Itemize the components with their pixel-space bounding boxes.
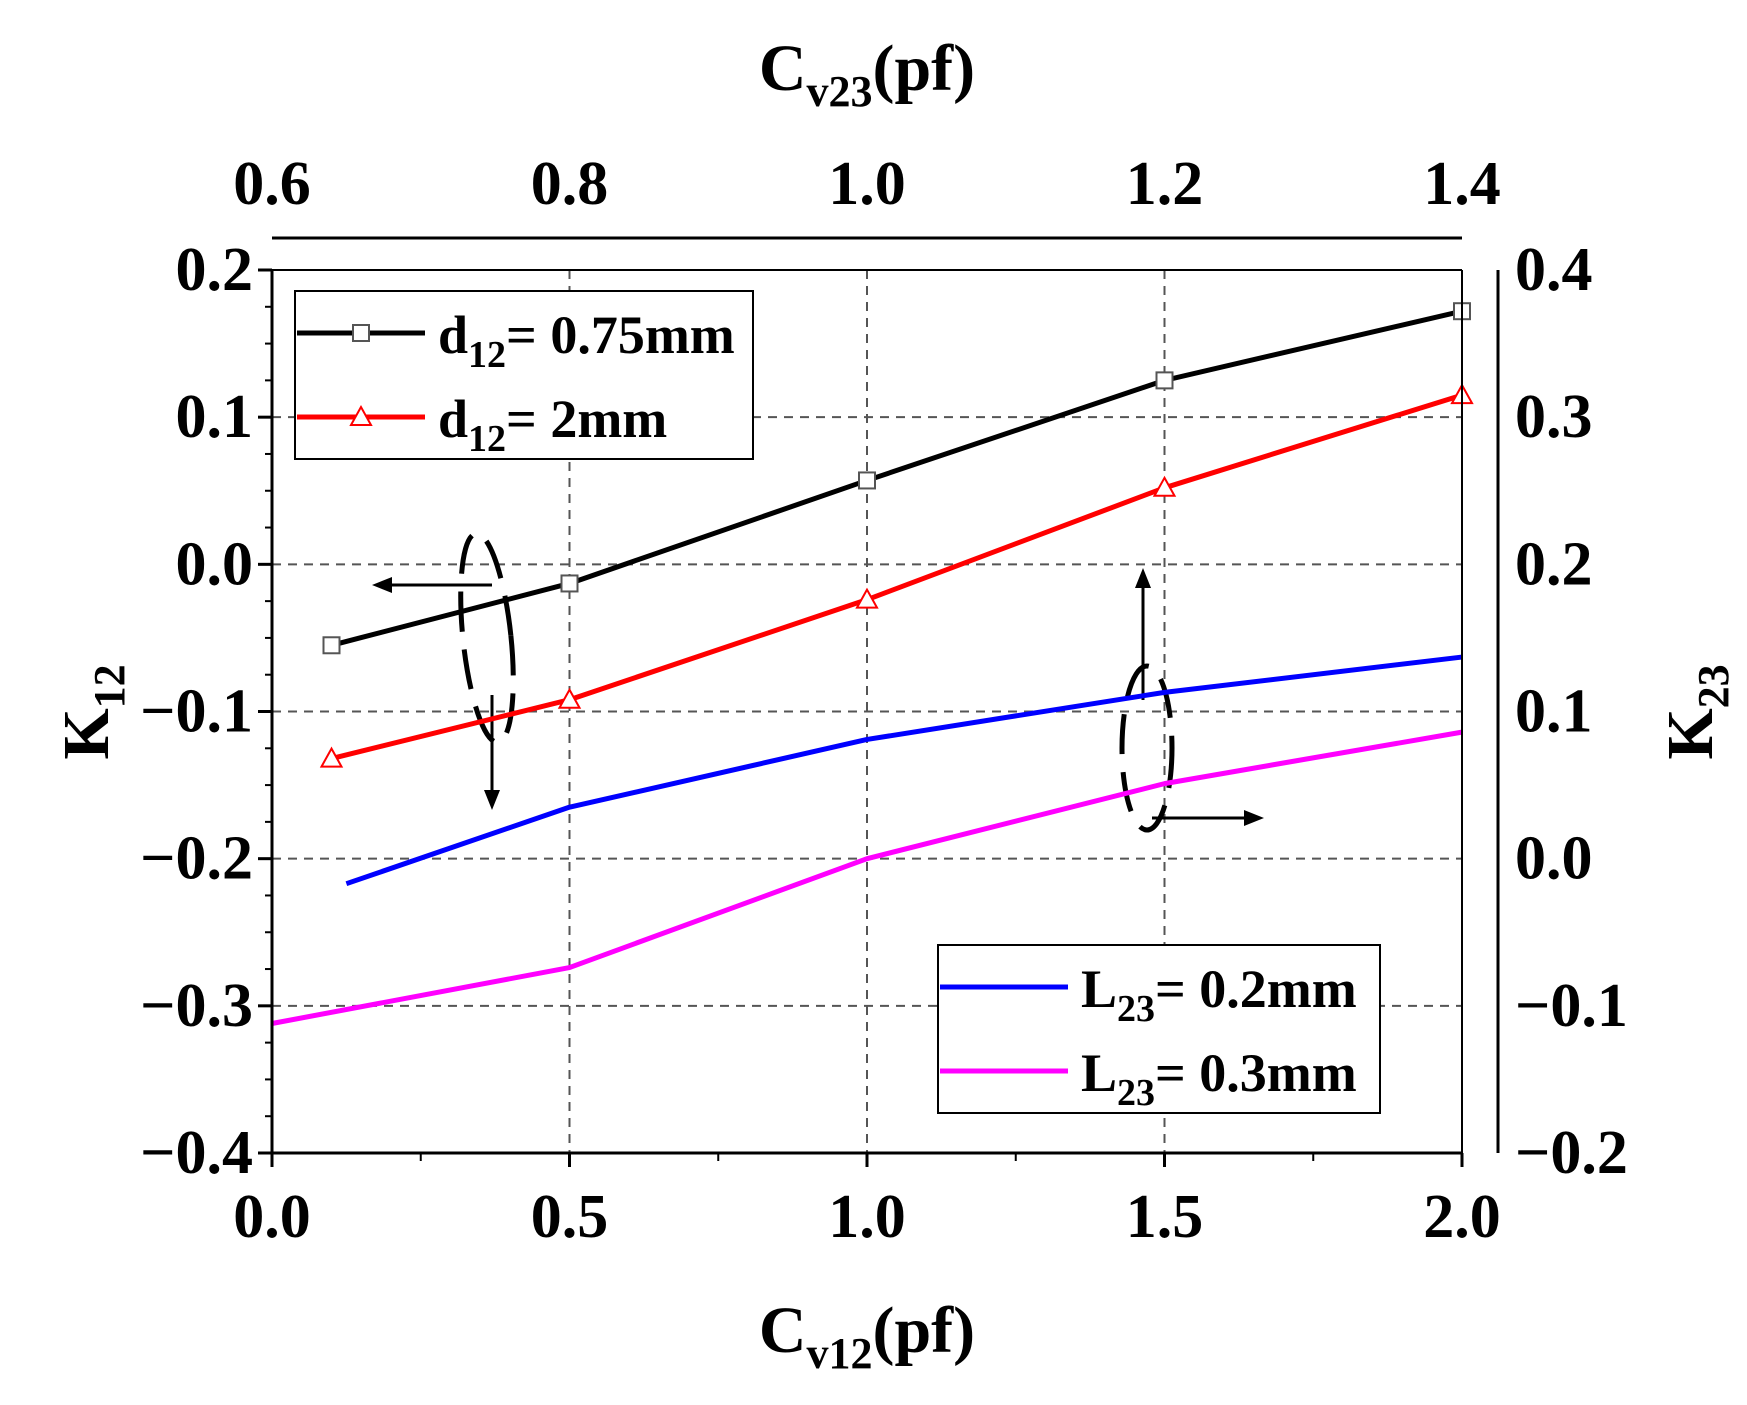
x-top-tick-label: 0.6 xyxy=(233,150,311,218)
x-bottom-tick-label: 1.5 xyxy=(1126,1183,1204,1251)
x-top-tick-label: 0.8 xyxy=(531,150,609,218)
y-right-tick-label: −0.2 xyxy=(1515,1119,1628,1187)
y-left-axis-title-main: K xyxy=(50,708,123,759)
legend-main-d12_2: d xyxy=(438,389,468,449)
legend-suffix-d12_075: = 0.75mm xyxy=(506,305,735,365)
x-bottom-axis-title-suffix: (pf) xyxy=(873,1294,976,1367)
legend-main-d12_075: d xyxy=(438,305,468,365)
x-bottom-tick-label: 1.0 xyxy=(828,1183,906,1251)
legend-suffix-L23_02: = 0.2mm xyxy=(1155,959,1357,1019)
data-point-d12_075 xyxy=(324,637,340,653)
y-left-axis-title-sub: 12 xyxy=(85,664,134,708)
x-top-tick-label: 1.4 xyxy=(1423,150,1501,218)
x-top-axis-title-main: C xyxy=(759,32,807,105)
annotations xyxy=(372,531,1264,830)
y-left-tick-label: −0.4 xyxy=(140,1119,253,1187)
legend-suffix-d12_2: = 2mm xyxy=(506,389,667,449)
x-bottom-tick-label: 2.0 xyxy=(1423,1183,1501,1251)
y-left-tick-label: −0.2 xyxy=(140,825,253,893)
y-left-tick-label: 0.2 xyxy=(176,236,254,304)
y-right-tick-label: 0.2 xyxy=(1515,530,1593,598)
y-right-axis-title-sub: 23 xyxy=(1689,664,1738,708)
y-left-tick-label: 0.0 xyxy=(176,530,254,598)
legend-main-L23_03: L xyxy=(1081,1043,1117,1103)
y-right-tick-label: 0.0 xyxy=(1515,825,1593,893)
legend-sub-d12_2: 12 xyxy=(468,418,506,460)
y-right-tick-label: 0.1 xyxy=(1515,678,1593,746)
data-point-d12_075 xyxy=(859,472,875,488)
y-right-axis-title: K23 xyxy=(1654,664,1738,759)
x-top-tick-label: 1.2 xyxy=(1126,150,1204,218)
legend-sub-d12_075: 12 xyxy=(468,334,506,376)
legend-main-L23_02: L xyxy=(1081,959,1117,1019)
y-left-axis-title: K12 xyxy=(50,664,134,759)
chart: 0.0 0.5 1.0 1.5 2.00.6 0.8 1.0 1.2 1.40.20.10.0−… xyxy=(0,0,1747,1405)
y-right-tick-label: −0.1 xyxy=(1515,972,1628,1040)
legend-sub-L23_02: 23 xyxy=(1117,988,1155,1030)
x-bottom-axis-title: Cv12(pf) xyxy=(759,1294,975,1378)
x-top-axis-title-sub: v23 xyxy=(807,67,873,116)
x-bottom-axis-title-sub: v12 xyxy=(807,1329,873,1378)
y-left-tick-label: 0.1 xyxy=(176,383,254,451)
x-top-axis-title: Cv23(pf) xyxy=(759,32,975,116)
y-right-tick-label: 0.3 xyxy=(1515,383,1593,451)
x-top-axis-title-suffix: (pf) xyxy=(873,32,976,105)
y-right-tick-label: 0.4 xyxy=(1515,236,1593,304)
arrow-right-head xyxy=(1244,810,1264,826)
y-left-tick-label: −0.3 xyxy=(140,972,253,1040)
x-bottom-axis-title-main: C xyxy=(759,1294,807,1367)
arrow-down-head xyxy=(484,790,500,810)
x-top-tick-label: 1.0 xyxy=(828,150,906,218)
arrow-left-head xyxy=(372,577,392,593)
y-right-axis-title-main: K xyxy=(1654,708,1727,759)
x-bottom-tick-label: 0.0 xyxy=(233,1183,311,1251)
data-point-d12_075 xyxy=(562,575,578,591)
data-point-d12_075 xyxy=(1157,372,1173,388)
legend-sub-L23_03: 23 xyxy=(1117,1072,1155,1114)
arrow-up-head xyxy=(1135,568,1151,588)
y-left-tick-label: −0.1 xyxy=(140,678,253,746)
legend-suffix-L23_03: = 0.3mm xyxy=(1155,1043,1357,1103)
x-bottom-tick-label: 0.5 xyxy=(531,1183,609,1251)
legend-marker-d12_075 xyxy=(353,325,369,341)
